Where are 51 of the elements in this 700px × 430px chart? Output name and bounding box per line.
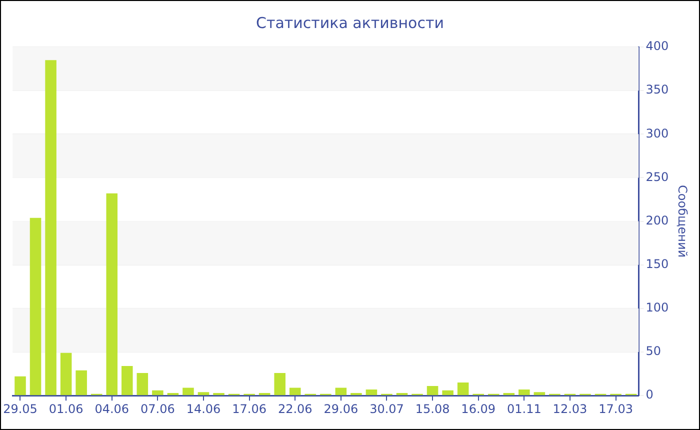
y-tick-label: 400	[646, 39, 669, 54]
bar	[182, 388, 194, 396]
y-tick-label: 50	[646, 344, 661, 358]
x-tick-label: 07.06	[140, 402, 175, 416]
x-tick-label: 17.06	[232, 402, 266, 416]
y-tick-label: 200	[646, 213, 669, 228]
bar	[167, 392, 179, 396]
x-tick-label: 30.07	[370, 402, 404, 416]
bar	[350, 392, 362, 396]
bar	[152, 390, 164, 396]
bar	[335, 388, 347, 396]
y-tick-label: 300	[646, 126, 669, 140]
bar	[198, 392, 210, 396]
x-tick-label: 01.06	[48, 402, 84, 416]
x-tick-label: 04.06	[94, 402, 130, 416]
x-tick-label: 17.03	[598, 402, 633, 416]
bar	[258, 392, 270, 396]
y-tick-label: 150	[646, 257, 669, 271]
bar	[122, 366, 133, 396]
y-tick-label: 350	[646, 82, 669, 97]
x-tick-label: 29.06	[324, 402, 358, 416]
bar	[76, 370, 87, 396]
bar	[518, 390, 530, 396]
bar	[30, 218, 42, 396]
x-tick-label: 29.05	[3, 402, 38, 416]
bar	[366, 390, 378, 396]
y-tick-label: 100	[646, 300, 669, 315]
bar	[534, 392, 546, 396]
y-axis-title: Сообщений	[676, 185, 690, 258]
x-tick-label: 12.03	[552, 402, 588, 416]
y-tick-label: 0	[646, 388, 654, 402]
x-tick-label: 22.06	[278, 402, 312, 416]
x-tick-label: 16.09	[461, 402, 496, 416]
bar	[426, 386, 438, 396]
bar	[457, 382, 469, 396]
chart-title: Статистика активности	[256, 14, 444, 32]
bar	[136, 372, 148, 396]
bar	[14, 376, 26, 396]
x-tick-label: 01.11	[506, 402, 542, 416]
bar	[396, 392, 408, 396]
x-tick-label: 15.08	[415, 402, 450, 416]
bar	[442, 390, 454, 396]
bar	[289, 388, 301, 396]
bar	[503, 392, 515, 396]
x-tick-label: 14.06	[186, 402, 221, 416]
bar	[45, 60, 56, 396]
bar	[274, 372, 286, 396]
bar	[213, 392, 224, 396]
y-tick-label: 250	[646, 170, 669, 184]
bar	[106, 193, 118, 396]
bar	[60, 352, 72, 396]
